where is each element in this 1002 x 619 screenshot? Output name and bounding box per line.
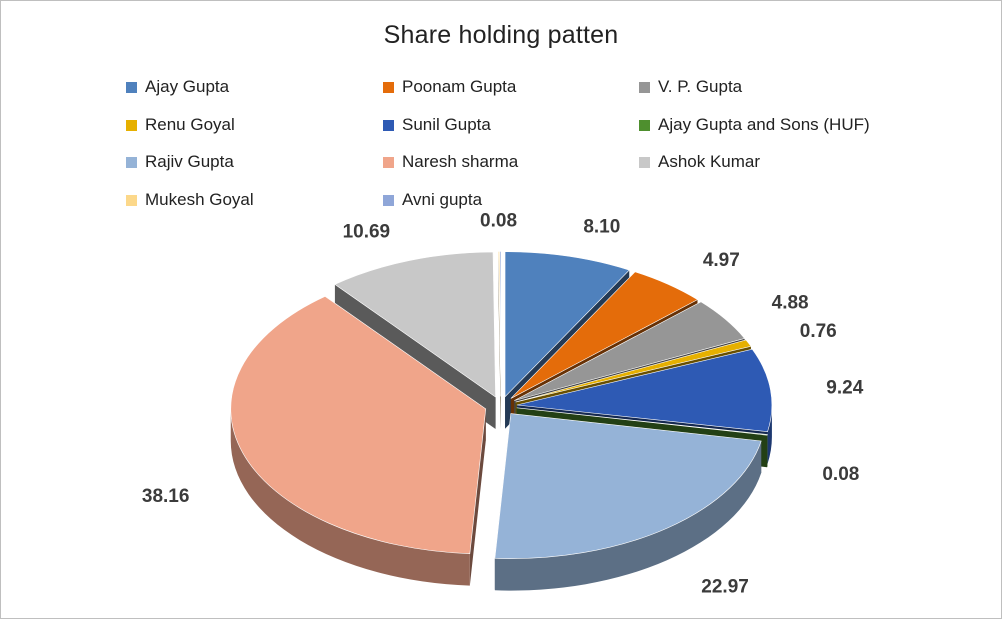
legend-item: Naresh sharma [383,151,518,173]
legend-label: Ajay Gupta and Sons (HUF) [658,115,870,134]
legend-item: Rajiv Gupta [126,151,234,173]
pie-slice [499,251,502,397]
pie-slice [334,251,496,398]
pie-slice [516,407,768,436]
pie-data-label: 0.08 [822,464,859,485]
legend-item: Mukesh Goyal [126,189,254,211]
legend-item: Avni gupta [383,189,482,211]
legend-swatch [126,194,137,206]
legend-item: Poonam Gupta [383,76,516,98]
legend-swatch [639,81,650,93]
legend-swatch [383,194,394,206]
pie-data-label: 0.76 [800,321,837,342]
pie-data-label: 4.88 [772,292,809,313]
legend-item: Ajay Gupta and Sons (HUF) [639,114,870,136]
legend-item: Ajay Gupta [126,76,229,98]
pie-slice [510,271,699,399]
pie-slice-wall [494,441,762,591]
legend-swatch [639,119,650,131]
pie-slice-side [469,408,486,586]
legend-item: Renu Goyal [126,114,235,136]
pie-data-label: 4.97 [703,250,740,271]
pie-data-label: 10.69 [343,222,391,243]
pie-slice-wall [230,408,470,586]
legend-label: Renu Goyal [145,115,235,134]
chart-title: Share holding patten [383,21,619,49]
legend-swatch [383,81,394,93]
pie-data-label: 0.08 [480,211,517,232]
legend-label: Ajay Gupta [145,77,230,96]
legend-item: V. P. Gupta [639,76,742,98]
legend-label: Mukesh Goyal [145,190,254,209]
pie-slice [516,348,773,433]
legend-label: V. P. Gupta [658,77,743,96]
legend-swatch [126,81,137,93]
legend-item: Sunil Gupta [383,114,491,136]
legend-swatch [383,156,394,168]
legend-label: Poonam Gupta [402,77,517,96]
pie-slice [494,413,762,559]
legend-swatch [383,119,394,131]
legend-label: Naresh sharma [402,152,519,171]
pie-slice [230,295,487,554]
pie-slice [504,251,630,398]
legend-label: Sunil Gupta [402,115,491,134]
legend-item: Ashok Kumar [639,151,760,173]
legend-swatch [126,156,137,168]
pie-data-label: 8.10 [583,217,620,238]
pie-data-label: 9.24 [826,377,863,398]
legend-swatch [126,119,137,131]
pie-slice [514,301,746,401]
legend-swatch [639,156,650,168]
legend-label: Avni gupta [402,190,483,209]
pie-slice [515,339,752,403]
pie-data-label: 38.16 [142,486,190,507]
pie-data-label: 22.97 [701,576,749,597]
legend-label: Ashok Kumar [658,152,761,171]
legend-label: Rajiv Gupta [145,152,234,171]
